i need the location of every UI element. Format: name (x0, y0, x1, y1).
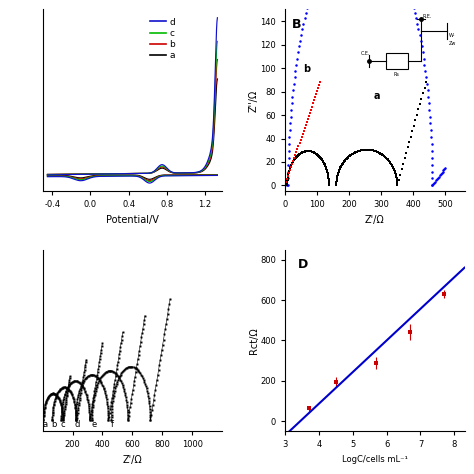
Y-axis label: Rct/Ω: Rct/Ω (249, 327, 259, 354)
Text: D: D (298, 258, 308, 271)
X-axis label: Potential/V: Potential/V (106, 215, 159, 225)
Text: b: b (302, 64, 310, 73)
X-axis label: LogC/cells mL⁻¹: LogC/cells mL⁻¹ (342, 455, 408, 464)
Text: a: a (43, 420, 48, 429)
Legend: d, c, b, a: d, c, b, a (146, 14, 179, 64)
Y-axis label: Z''/Ω: Z''/Ω (249, 89, 259, 111)
Text: d: d (75, 420, 80, 429)
Text: a: a (373, 91, 380, 100)
X-axis label: Z'/Ω: Z'/Ω (123, 455, 142, 465)
Text: f: f (111, 420, 114, 429)
Text: B: B (292, 18, 301, 31)
Text: e: e (91, 420, 97, 429)
Text: b: b (52, 420, 57, 429)
Text: c: c (61, 420, 65, 429)
X-axis label: Z'/Ω: Z'/Ω (365, 215, 384, 225)
